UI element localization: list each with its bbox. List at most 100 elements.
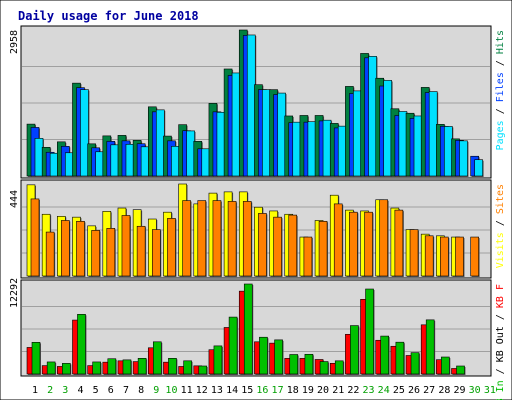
bar-kb-in xyxy=(92,361,101,375)
bar-sites xyxy=(455,236,464,277)
x-tick-label: 22 xyxy=(347,385,359,396)
bar-pages xyxy=(216,111,226,177)
x-tick-label: 5 xyxy=(93,385,99,396)
x-tick-label: 8 xyxy=(138,385,144,396)
panel-3-legend: KB In / KB Out / KB F xyxy=(495,284,506,400)
bar-pages xyxy=(95,151,104,177)
panel-2-max-label: 444 xyxy=(9,190,20,208)
bar-kb-in xyxy=(62,363,71,375)
bar-pages xyxy=(125,144,135,177)
bar-pages xyxy=(34,138,44,177)
legend-kb-out: KB Out xyxy=(495,326,506,362)
x-tick-label: 10 xyxy=(165,385,177,396)
bar-pages xyxy=(186,130,195,177)
legend-kb-in: KB In xyxy=(495,380,506,400)
bar-sites xyxy=(364,211,373,277)
bar-sites xyxy=(136,225,146,277)
x-tick-label: 13 xyxy=(211,385,223,396)
bar-pages xyxy=(383,80,393,177)
bar-sites xyxy=(197,200,207,277)
bar-sites xyxy=(440,236,449,277)
bar-kb-in xyxy=(213,345,223,375)
bar-sites xyxy=(470,236,479,277)
x-tick-label: 30 xyxy=(469,385,481,396)
bar-pages xyxy=(171,146,180,177)
legend-separator: / xyxy=(495,214,506,232)
x-tick-label: 3 xyxy=(62,385,68,396)
bar-pages xyxy=(246,34,256,177)
bar-sites xyxy=(182,200,191,277)
panel-2-legend: Visits / Sites xyxy=(495,184,506,268)
bar-sites xyxy=(167,218,176,277)
bar-sites xyxy=(379,199,389,277)
x-tick-label: 16 xyxy=(256,385,268,396)
bar-pages xyxy=(459,140,468,177)
x-tick-label: 18 xyxy=(287,385,299,396)
bar-sites xyxy=(394,209,404,277)
bar-pages xyxy=(444,126,453,177)
legend-separator: / xyxy=(495,102,506,120)
x-tick-label: 15 xyxy=(241,385,253,396)
legend-visits: Visits xyxy=(495,232,506,268)
bar-kb-in xyxy=(425,319,435,375)
bar-sites xyxy=(227,201,237,277)
bar-sites xyxy=(258,213,267,277)
x-tick-label: 2 xyxy=(47,385,53,396)
bar-pages xyxy=(262,89,271,177)
bar-pages xyxy=(110,144,120,177)
x-tick-label: 7 xyxy=(123,385,129,396)
bar-kb-in xyxy=(31,342,41,375)
x-tick-label: 29 xyxy=(453,385,465,396)
bar-kb-in xyxy=(46,361,56,375)
bar-pages xyxy=(231,72,241,177)
panel-1-max-label: 2958 xyxy=(9,30,20,54)
bar-sites xyxy=(409,229,419,277)
bar-sites xyxy=(318,220,328,277)
bar-pages xyxy=(428,91,438,177)
bar-kb-in xyxy=(304,353,314,375)
bar-kb-in xyxy=(350,325,359,375)
bar-pages xyxy=(307,121,317,177)
x-tick-label: 24 xyxy=(378,385,390,396)
x-tick-label: 19 xyxy=(302,385,314,396)
bar-sites xyxy=(45,231,55,277)
bar-pages xyxy=(474,159,483,177)
x-tick-label: 11 xyxy=(181,385,193,396)
bar-kb-in xyxy=(274,339,283,375)
x-tick-label: 6 xyxy=(108,385,114,396)
x-tick-label: 20 xyxy=(317,385,329,396)
chart-title: Daily usage for June 2018 xyxy=(18,9,199,23)
bar-sites xyxy=(424,235,434,277)
legend-files: Files xyxy=(495,72,506,102)
bar-sites xyxy=(151,229,161,277)
x-tick-label: 1 xyxy=(32,385,38,396)
bar-sites xyxy=(333,203,343,277)
x-tick-label: 27 xyxy=(423,385,435,396)
x-tick-label: 23 xyxy=(363,385,375,396)
bar-sites xyxy=(212,200,222,277)
bar-pages xyxy=(353,90,362,177)
bar-kb-in xyxy=(122,359,132,375)
bar-kb-in xyxy=(456,365,465,375)
bar-pages xyxy=(65,152,74,177)
bar-pages xyxy=(201,148,211,177)
x-tick-label: 31 xyxy=(484,385,496,396)
x-tick-label: 9 xyxy=(153,385,159,396)
x-tick-label: 28 xyxy=(438,385,450,396)
bar-kb-in xyxy=(228,316,238,375)
bar-pages xyxy=(277,92,286,177)
bar-pages xyxy=(398,111,408,177)
bar-sites xyxy=(91,230,100,277)
bar-kb-in xyxy=(107,358,117,375)
x-tick-label: 17 xyxy=(272,385,284,396)
bar-pages xyxy=(80,89,89,177)
bar-pages xyxy=(413,115,423,177)
bar-pages xyxy=(337,125,347,177)
bar-pages xyxy=(292,121,302,177)
bar-sites xyxy=(288,214,298,277)
bar-sites xyxy=(242,201,252,277)
legend-kb-f: KB F xyxy=(495,284,506,308)
bar-pages xyxy=(140,146,150,177)
bar-kb-in xyxy=(243,283,253,375)
x-tick-label: 4 xyxy=(77,385,83,396)
